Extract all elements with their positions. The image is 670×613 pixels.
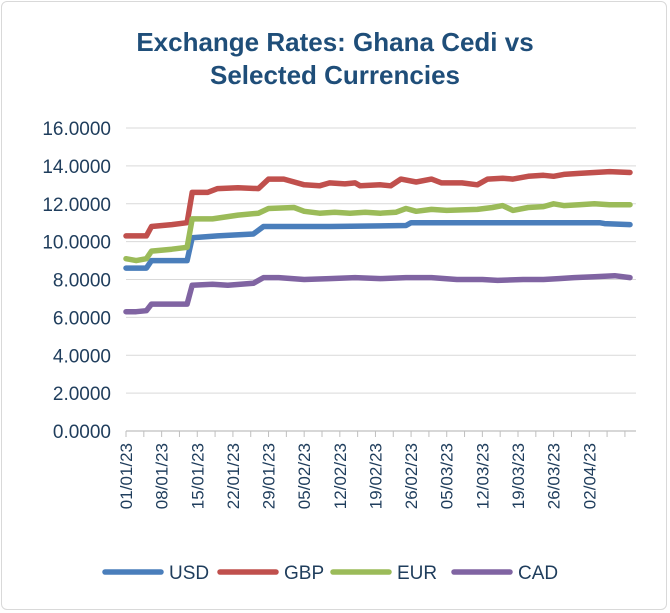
x-tick-label: 05/02/23: [295, 443, 314, 509]
series-line-cad: [123, 272, 633, 315]
x-tick-label: 12/02/23: [331, 443, 350, 509]
y-tick-label: 2.0000: [53, 384, 111, 405]
y-tick-label: 4.0000: [53, 346, 111, 367]
x-tick-label: 05/03/23: [438, 443, 457, 509]
x-tick-label: 19/03/23: [509, 443, 528, 509]
x-tick-label: 12/03/23: [473, 443, 492, 509]
y-axis: 0.0000 2.0000 4.0000 6.0000 8.0000 10.0000 12.…: [42, 119, 111, 443]
chart-title-line-2: Selected Currencies: [209, 60, 460, 90]
y-tick-label: 10.0000: [42, 233, 111, 254]
x-tick-label: 29/01/23: [260, 443, 279, 509]
y-tick-label: 16.0000: [42, 119, 111, 140]
y-tick-label: 6.0000: [53, 308, 111, 329]
y-tick-label: 14.0000: [42, 157, 111, 178]
series-lines: [123, 168, 633, 315]
series-line-gbp: [123, 168, 633, 239]
y-tick-label: 12.0000: [42, 195, 111, 216]
legend-label-gbp: GBP: [284, 563, 324, 584]
legend-label-usd: USD: [169, 563, 209, 584]
x-tick-label: 15/01/23: [188, 443, 207, 509]
y-tick-label: 0.0000: [53, 422, 111, 443]
legend-label-cad: CAD: [518, 563, 558, 584]
legend-label-eur: EUR: [397, 563, 437, 584]
x-tick-label: 08/01/23: [153, 443, 172, 509]
series-line-eur: [123, 201, 633, 264]
chart-title-line-1: Exchange Rates: Ghana Cedi vs: [136, 27, 534, 57]
x-tick-label: 26/02/23: [402, 443, 421, 509]
legend: USD GBP EUR CAD: [102, 563, 558, 584]
x-tick-label: 01/01/23: [117, 443, 136, 509]
x-tick-label: 22/01/23: [224, 443, 243, 509]
series-line-usd: [123, 219, 633, 271]
y-tick-label: 8.0000: [53, 271, 111, 292]
x-tick-label: 26/03/23: [545, 443, 564, 509]
x-tick-label: 19/02/23: [366, 443, 385, 509]
gridlines: [126, 127, 636, 394]
x-axis: 01/01/23 08/01/23 15/01/23 22/01/23 29/01/23…: [117, 430, 636, 509]
x-tick-label: 02/04/23: [580, 443, 599, 509]
